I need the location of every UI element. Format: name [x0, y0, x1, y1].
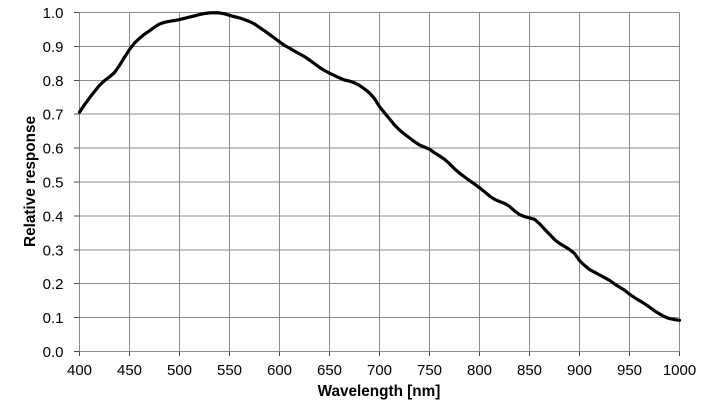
svg-text:Relative response: Relative response: [22, 116, 39, 247]
svg-text:800: 800: [467, 362, 492, 379]
svg-text:400: 400: [67, 362, 92, 379]
svg-text:0.2: 0.2: [43, 276, 64, 293]
svg-text:0.4: 0.4: [43, 209, 64, 226]
svg-text:Wavelength [nm]: Wavelength [nm]: [318, 383, 441, 400]
svg-text:0.7: 0.7: [43, 107, 64, 124]
svg-text:0.9: 0.9: [43, 39, 64, 56]
svg-text:0.5: 0.5: [43, 175, 64, 192]
svg-text:950: 950: [617, 362, 642, 379]
svg-text:0.6: 0.6: [43, 141, 64, 158]
svg-text:900: 900: [567, 362, 592, 379]
svg-text:850: 850: [517, 362, 542, 379]
svg-text:600: 600: [267, 362, 292, 379]
svg-text:1000: 1000: [663, 362, 696, 379]
svg-text:1.0: 1.0: [43, 5, 64, 22]
svg-text:500: 500: [167, 362, 192, 379]
svg-text:0.0: 0.0: [43, 344, 64, 361]
svg-text:750: 750: [417, 362, 442, 379]
svg-text:450: 450: [117, 362, 142, 379]
svg-text:0.1: 0.1: [43, 310, 64, 327]
svg-text:0.3: 0.3: [43, 243, 64, 260]
svg-text:700: 700: [367, 362, 392, 379]
svg-text:550: 550: [217, 362, 242, 379]
svg-text:650: 650: [317, 362, 342, 379]
svg-text:0.8: 0.8: [43, 73, 64, 90]
